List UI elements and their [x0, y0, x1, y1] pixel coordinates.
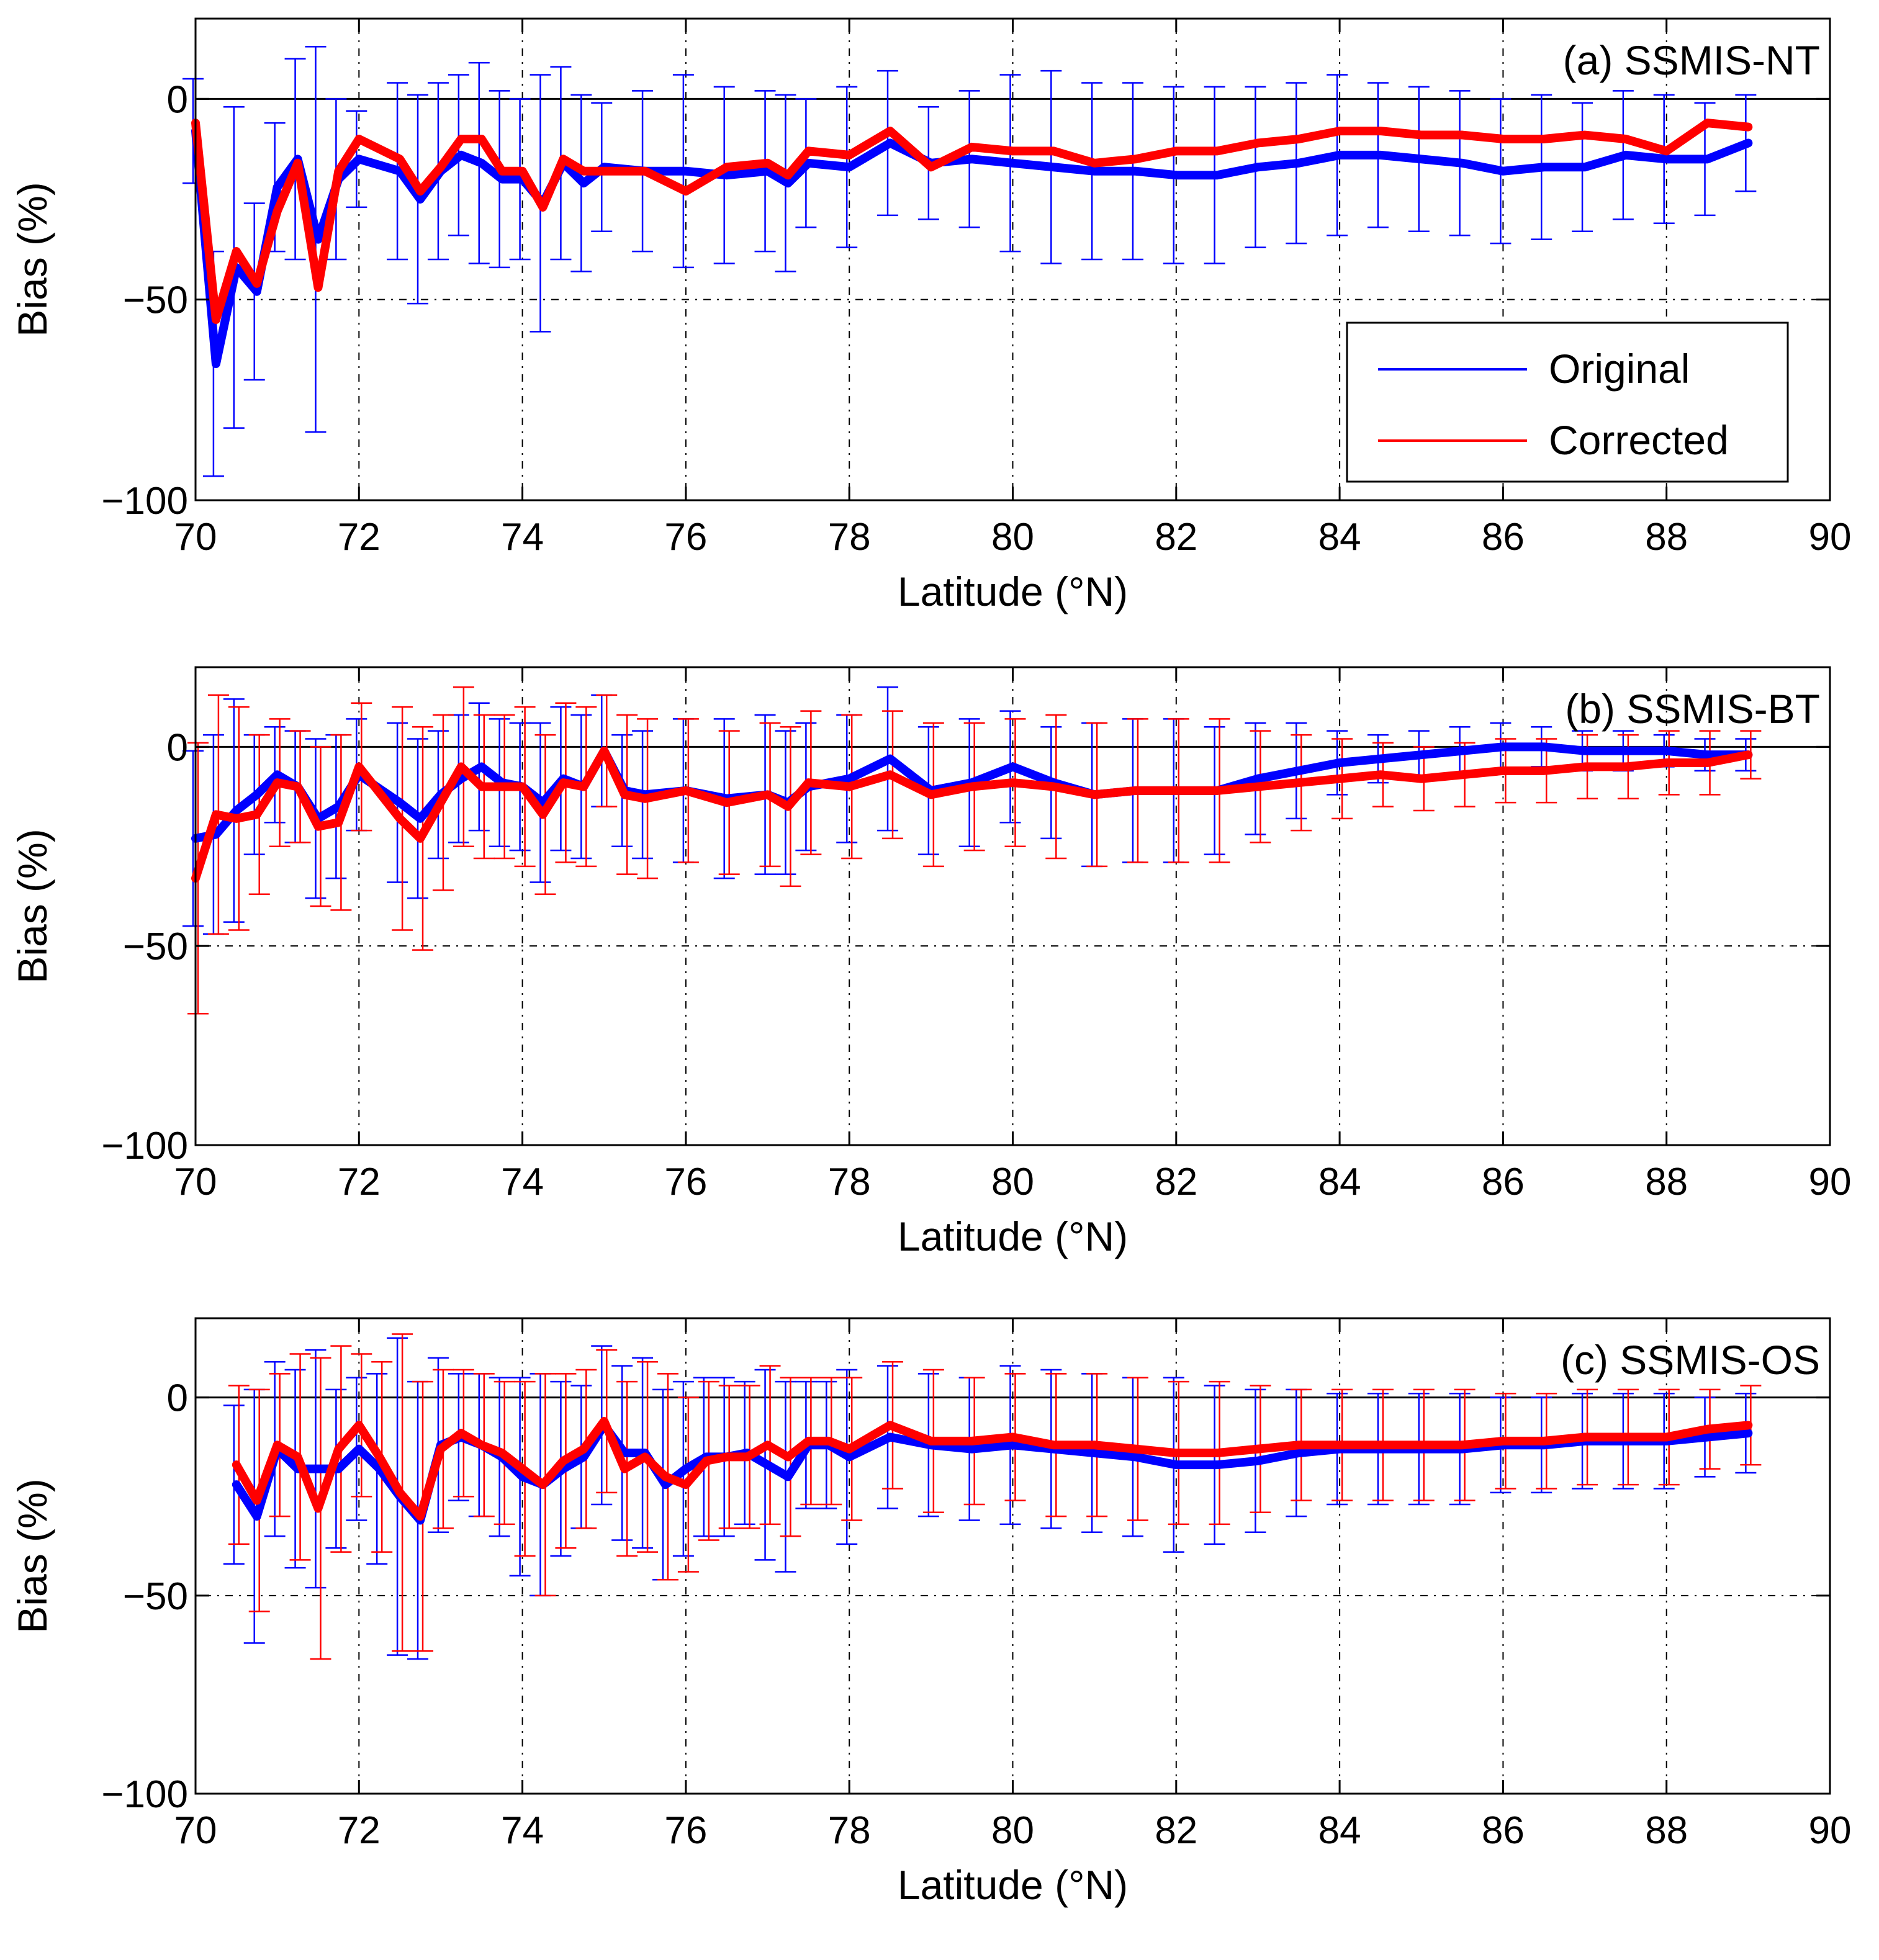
x-tick-label: 90 — [1809, 516, 1852, 559]
x-tick-label: 88 — [1645, 516, 1688, 559]
y-tick-label: −100 — [101, 1773, 188, 1816]
x-axis-label: Latitude (°N) — [898, 569, 1128, 614]
series-line-original — [191, 127, 1753, 369]
x-tick-label: 76 — [664, 516, 707, 559]
x-tick-label: 82 — [1155, 1809, 1197, 1852]
x-tick-label: 76 — [664, 1161, 707, 1203]
x-tick-label: 78 — [828, 516, 871, 559]
x-tick-label: 84 — [1318, 1809, 1361, 1852]
series-line-corrected — [191, 119, 1753, 324]
y-tick-label: 0 — [167, 1377, 188, 1420]
panel-2: 70 72 74 76 78 80 82 84 86 88 90 0 −50 −100 Latitude (… — [9, 666, 1852, 1259]
x-tick-label: 72 — [338, 1809, 381, 1852]
x-tick-label: 74 — [501, 1161, 544, 1203]
legend-box — [1346, 321, 1789, 483]
series-line-corrected — [232, 1416, 1753, 1521]
x-tick-label: 70 — [174, 1161, 217, 1203]
x-tick-label: 72 — [338, 1161, 381, 1203]
y-axis-label: Bias (%) — [9, 829, 55, 983]
y-tick-label: −50 — [123, 1575, 188, 1618]
y-axis-label: Bias (%) — [9, 182, 55, 336]
x-tick-label: 82 — [1155, 516, 1197, 559]
y-tick-label: 0 — [167, 78, 188, 121]
x-tick-label: 80 — [991, 1809, 1034, 1852]
y-tick-label: −100 — [101, 1125, 188, 1167]
panel-title: (a) SSMIS-NT — [1563, 37, 1820, 83]
x-tick-label: 78 — [828, 1809, 871, 1852]
y-tick-label: 0 — [167, 726, 188, 769]
x-tick-label: 80 — [991, 1161, 1034, 1203]
x-axis-label: Latitude (°N) — [898, 1862, 1128, 1908]
x-tick-label: 78 — [828, 1161, 871, 1203]
y-axis-label: Bias (%) — [9, 1478, 55, 1633]
x-tick-label: 70 — [174, 516, 217, 559]
series-line-corrected — [191, 746, 1753, 883]
x-tick-label: 84 — [1318, 1161, 1361, 1203]
x-axis-label: Latitude (°N) — [898, 1213, 1128, 1259]
panel-3: 70 72 74 76 78 80 82 84 86 88 90 0 −50 −100 Latitude (… — [9, 1317, 1852, 1908]
x-tick-label: 86 — [1482, 1809, 1525, 1852]
panel-title: (c) SSMIS-OS — [1561, 1337, 1820, 1383]
x-tick-label: 90 — [1809, 1809, 1852, 1852]
x-tick-label: 74 — [501, 516, 544, 559]
y-tick-label: −50 — [123, 925, 188, 968]
x-tick-label: 90 — [1809, 1161, 1852, 1203]
x-tick-label: 84 — [1318, 516, 1361, 559]
x-tick-label: 82 — [1155, 1161, 1197, 1203]
x-tick-label: 88 — [1645, 1161, 1688, 1203]
x-tick-label: 72 — [338, 516, 381, 559]
y-tick-label: −100 — [101, 480, 188, 523]
y-tick-label: −50 — [123, 279, 188, 322]
legend-label-corrected: Corrected — [1549, 417, 1729, 463]
x-tick-label: 74 — [501, 1809, 544, 1852]
panel-1: 70 72 74 76 78 80 82 84 86 88 90 0 −50 −100 Latitude (… — [9, 17, 1852, 614]
x-tick-label: 88 — [1645, 1809, 1688, 1852]
legend-label-original: Original — [1549, 346, 1690, 392]
legend: Original Corrected — [1346, 321, 1789, 483]
x-tick-label: 76 — [664, 1809, 707, 1852]
x-tick-label: 86 — [1482, 516, 1525, 559]
x-tick-label: 86 — [1482, 1161, 1525, 1203]
panel-title: (b) SSMIS-BT — [1565, 686, 1820, 732]
x-tick-label: 70 — [174, 1809, 217, 1852]
x-tick-label: 80 — [991, 516, 1034, 559]
